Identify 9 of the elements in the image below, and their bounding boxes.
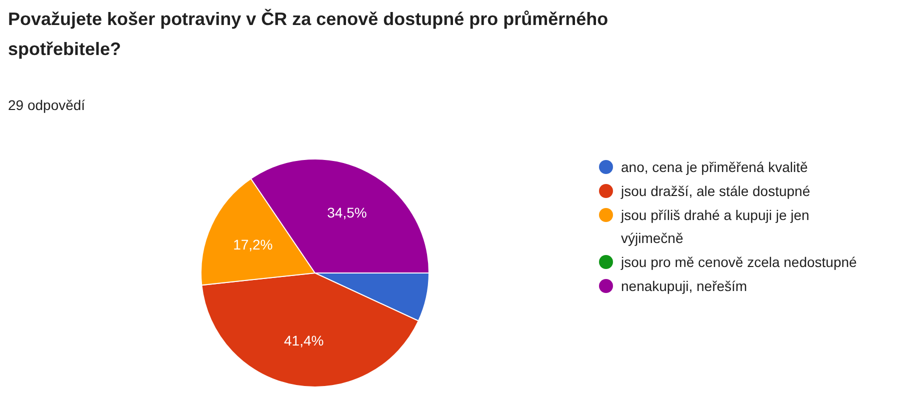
data-label: 41,4%: [284, 332, 324, 348]
data-label: 34,5%: [327, 204, 367, 221]
data-label: 17,2%: [233, 236, 273, 252]
legend-label: jsou dražší, ale stále dostupné: [620, 183, 810, 199]
legend-label: ano, cena je přiměřená kvalitě: [621, 159, 808, 175]
chart-title: Považujete košer potraviny v ČR za cenově dostupné pro průměrného spotřebitele?: [8, 8, 608, 59]
legend-label: jsou pro mě cenově zcela nedostupné: [620, 254, 858, 270]
text: 29 odpovědí: [8, 97, 86, 113]
legend-label: nenakupuji, neřeším: [621, 278, 748, 294]
